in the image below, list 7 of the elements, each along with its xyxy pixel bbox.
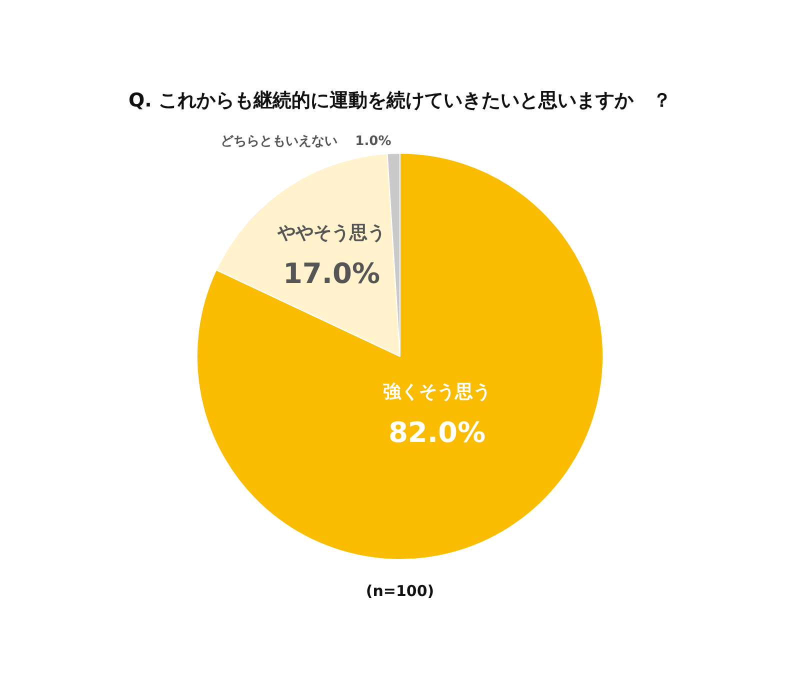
text: (n=100) xyxy=(366,582,434,600)
chart-title: Q. これからも継続的に運動を続けていきたいと思いますか ？ xyxy=(128,89,672,112)
slice-label: どちらともいえない 1.0% xyxy=(220,134,392,149)
data-label: 17.0% xyxy=(282,256,380,290)
slice-label: ややそう思う xyxy=(276,222,386,244)
data-label: 82.0% xyxy=(388,416,486,449)
slice-label: 強くそう思う xyxy=(383,381,491,402)
